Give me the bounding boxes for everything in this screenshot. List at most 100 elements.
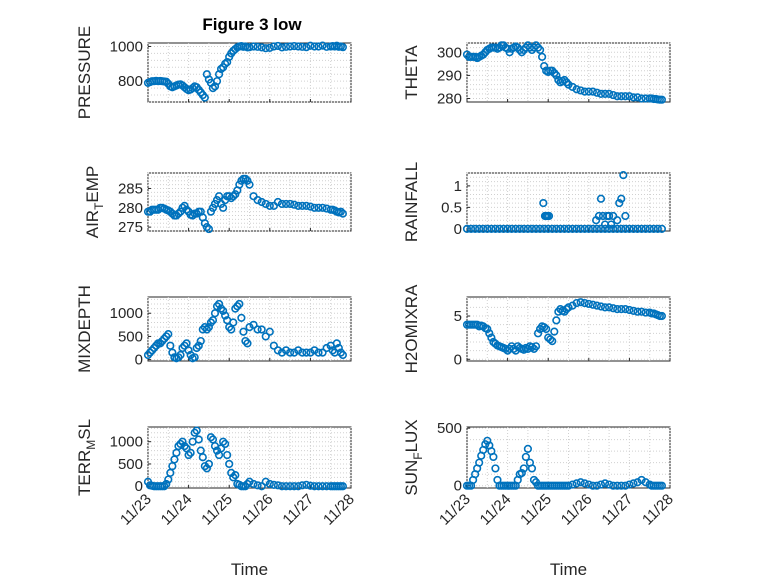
data-point (290, 348, 299, 357)
data-point (202, 464, 211, 473)
data-point (596, 194, 606, 203)
data-point (277, 43, 287, 52)
y-axis-label: TERRMSL (75, 419, 98, 496)
data-point (192, 209, 201, 218)
data-point (273, 197, 283, 207)
data-point (204, 323, 213, 332)
data-point (176, 350, 185, 360)
series-markers (143, 41, 347, 102)
data-point (596, 480, 606, 489)
data-point (568, 224, 577, 233)
data-point (487, 333, 496, 342)
data-point (588, 87, 597, 96)
subplot-theta: 280 290 300 THETA (402, 41, 671, 108)
data-point (527, 464, 537, 473)
data-point (306, 481, 315, 490)
series-markers (462, 171, 666, 233)
data-point (245, 477, 254, 486)
y-tick-label: 0 (135, 352, 143, 369)
data-point (539, 198, 548, 208)
data-point (243, 339, 252, 348)
data-point (544, 224, 553, 233)
data-point (261, 477, 270, 486)
data-point (609, 224, 618, 233)
data-point (286, 42, 295, 51)
data-point (596, 224, 606, 233)
subplot-sun_flux: 0 500 SUNFLUX 11/23 11/24 11/25 11/26 11/27 11/2… (402, 419, 677, 579)
data-point (192, 426, 201, 435)
data-point (609, 304, 618, 313)
data-point (592, 301, 602, 310)
data-point (621, 305, 630, 314)
data-point (531, 224, 541, 233)
data-point (483, 224, 492, 233)
x-tick-label: 11/24 (158, 491, 196, 529)
data-point (265, 327, 274, 336)
data-point (592, 481, 602, 490)
data-point (221, 311, 230, 320)
data-point (568, 82, 577, 92)
y-tick-label: 290 (437, 67, 462, 84)
data-point (216, 64, 226, 74)
data-point (629, 93, 638, 102)
data-point (200, 462, 209, 471)
data-point (229, 473, 238, 482)
data-point (166, 341, 175, 350)
data-point (239, 327, 248, 336)
data-point (519, 345, 528, 354)
y-axis-label: H2OMIXRA (402, 284, 421, 373)
data-point (261, 199, 270, 209)
y-tick-label: 1000 (110, 305, 143, 322)
data-point (176, 439, 185, 449)
data-point (277, 348, 287, 357)
data-point (281, 482, 291, 491)
data-point (277, 482, 287, 491)
x-axis-label: Time (231, 560, 268, 579)
data-point (621, 481, 630, 490)
data-point (538, 52, 547, 61)
data-point (336, 207, 345, 216)
data-point (619, 171, 628, 180)
data-point (600, 224, 610, 233)
y-tick-label: 0 (135, 478, 143, 495)
data-point (546, 335, 555, 344)
data-point (533, 329, 543, 338)
data-point (576, 224, 585, 233)
data-point (241, 482, 250, 491)
series-markers (462, 436, 666, 490)
data-point (604, 211, 614, 221)
data-point (633, 93, 642, 102)
data-point (231, 470, 240, 480)
data-point (560, 224, 569, 233)
figure-title: Figure 3 low (202, 15, 302, 34)
data-point (298, 42, 307, 51)
data-point (210, 309, 220, 318)
data-point (225, 459, 234, 469)
data-point (615, 198, 624, 208)
data-point (466, 224, 476, 233)
data-point (310, 482, 319, 491)
data-point (190, 428, 199, 437)
data-point (253, 325, 262, 334)
data-point (178, 203, 187, 212)
data-point (535, 45, 545, 55)
grid-lines (147, 172, 352, 232)
y-axis-label: MIXDEPTH (75, 285, 94, 373)
series-markers (462, 41, 666, 104)
data-point (269, 341, 278, 350)
data-point (182, 339, 191, 348)
data-point (596, 302, 606, 311)
data-point (302, 480, 311, 489)
data-point (503, 224, 512, 233)
data-point (625, 480, 634, 489)
data-point (617, 194, 626, 203)
data-point (540, 323, 549, 332)
data-point (257, 325, 266, 334)
data-point (544, 211, 554, 221)
data-point (641, 224, 650, 233)
data-point (592, 224, 602, 233)
data-point (281, 42, 291, 51)
data-point (657, 481, 666, 490)
data-point (540, 62, 549, 71)
data-point (609, 211, 618, 221)
